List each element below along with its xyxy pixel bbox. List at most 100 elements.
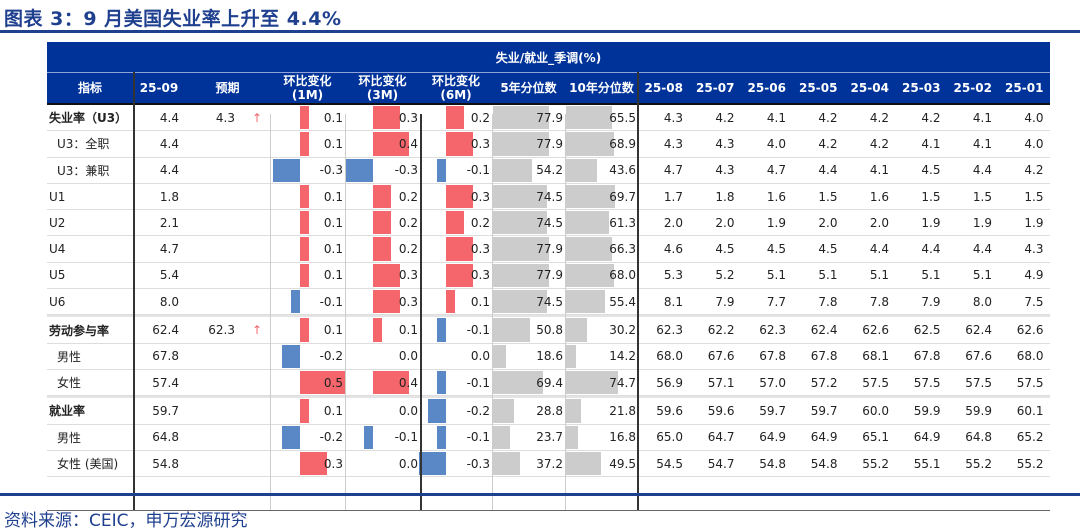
table-row: U5 5.4 0.1 0.3 0.3 77.9 68.0 5.3 5.2 5.1 5.1 5.1 5.1… xyxy=(47,263,1050,290)
history-value: 4.5 xyxy=(818,242,838,257)
change-bar-m1 xyxy=(300,318,309,342)
percentile-bar-5y xyxy=(493,425,511,449)
percentile-5y: 28.8 xyxy=(536,403,563,418)
history-value: 4.3 xyxy=(663,136,683,151)
history-value: 59.7 xyxy=(810,403,838,418)
history-value: 56.9 xyxy=(656,375,683,390)
row-label: U4 xyxy=(49,242,66,257)
value-current: 8.0 xyxy=(159,294,179,309)
column-divider xyxy=(345,114,346,511)
history-value: 57.5 xyxy=(862,375,889,390)
change-3m: 0.2 xyxy=(398,242,418,257)
row-label: 男性 xyxy=(57,349,82,364)
history-value: 62.2 xyxy=(707,323,735,338)
change-6m: 0.2 xyxy=(470,110,490,125)
change-bar-m6 xyxy=(446,237,473,261)
change-6m: -0.1 xyxy=(466,163,490,178)
value-current: 4.7 xyxy=(159,242,179,257)
history-value: 4.9 xyxy=(1024,268,1044,283)
percentile-5y: 18.6 xyxy=(536,349,563,364)
column-divider xyxy=(133,72,135,511)
row-label: 就业率 xyxy=(49,404,86,419)
percentile-bar-5y xyxy=(493,263,550,288)
table-row: 男性 67.8 -0.2 0.0 0.0 18.6 14.2 68.0 67.6 67.8 67.8… xyxy=(47,344,1050,370)
row-label: U3：兼职 xyxy=(57,163,110,178)
change-3m: 0.1 xyxy=(398,323,418,338)
history-value: 59.9 xyxy=(913,403,941,418)
history-value: 1.8 xyxy=(715,189,735,204)
percentile-bar-10y xyxy=(566,318,588,342)
history-value: 55.1 xyxy=(913,456,941,471)
history-value: 4.0 xyxy=(1024,136,1044,151)
history-value: 4.2 xyxy=(818,136,838,151)
history-value: 64.9 xyxy=(810,430,838,445)
change-bar-m3 xyxy=(373,263,400,288)
history-value: 54.8 xyxy=(810,456,838,471)
percentile-bar-10y xyxy=(566,370,619,395)
change-bar-m3 xyxy=(346,158,373,182)
change-bar-m1 xyxy=(300,370,345,395)
change-3m: 0.4 xyxy=(398,375,418,390)
history-value: 64.9 xyxy=(759,430,786,445)
change-bar-m6 xyxy=(446,184,473,209)
table-row: 就业率 59.7 0.1 0.0 -0.2 28.8 21.8 59.6 59.6 59.7 59.… xyxy=(47,396,1050,425)
change-6m: 0.1 xyxy=(470,294,490,309)
percentile-5y: 50.8 xyxy=(536,323,563,338)
percentile-5y: 77.9 xyxy=(536,136,563,151)
change-6m: -0.3 xyxy=(466,456,490,471)
percentile-bar-10y xyxy=(566,263,614,288)
history-value: 2.0 xyxy=(869,215,889,230)
percentile-bar-5y xyxy=(493,290,547,314)
change-bar-m3 xyxy=(373,318,382,342)
history-value: 4.1 xyxy=(766,110,786,125)
change-bar-m6 xyxy=(428,399,446,423)
change-bar-m1 xyxy=(300,211,309,235)
percentile-bar-10y xyxy=(566,106,612,130)
change-1m: 0.1 xyxy=(323,215,343,230)
history-value: 2.0 xyxy=(715,215,735,230)
percentile-5y: 37.2 xyxy=(536,456,563,471)
percentile-10y: 65.5 xyxy=(609,110,636,125)
change-1m: 0.1 xyxy=(323,323,343,338)
change-3m: -0.3 xyxy=(394,163,418,178)
row-label: U6 xyxy=(49,294,66,309)
change-6m: 0.2 xyxy=(470,215,490,230)
percentile-5y: 74.5 xyxy=(536,189,563,204)
table-row: U1 1.8 0.1 0.2 0.3 74.5 69.7 1.7 1.8 1.6 1.5 1.6 1.5… xyxy=(47,184,1050,211)
change-bar-m6 xyxy=(446,106,464,130)
change-bar-m3 xyxy=(373,211,391,235)
change-3m: -0.1 xyxy=(394,430,418,445)
history-value: 5.1 xyxy=(869,268,889,283)
change-bar-m6 xyxy=(446,290,455,314)
history-value: 1.5 xyxy=(972,189,992,204)
history-value: 1.9 xyxy=(766,215,786,230)
history-value: 67.8 xyxy=(810,349,838,364)
value-current: 5.4 xyxy=(159,268,179,283)
column-header: 指标 xyxy=(77,81,102,95)
history-value: 57.2 xyxy=(810,375,838,390)
change-bar-m3 xyxy=(373,370,409,395)
history-value: 4.4 xyxy=(972,163,992,178)
change-3m: 0.2 xyxy=(398,189,418,204)
history-value: 4.2 xyxy=(715,110,735,125)
history-value: 4.5 xyxy=(766,242,786,257)
history-value: 4.7 xyxy=(663,163,683,178)
up-arrow-icon: ↑ xyxy=(251,110,263,125)
history-value: 65.0 xyxy=(656,430,683,445)
percentile-10y: 74.7 xyxy=(609,375,636,390)
column-divider xyxy=(420,114,422,511)
value-current: 57.4 xyxy=(152,375,179,390)
value-current: 2.1 xyxy=(159,215,179,230)
history-value: 4.3 xyxy=(1024,242,1044,257)
history-value: 64.7 xyxy=(707,430,735,445)
percentile-10y: 55.4 xyxy=(609,294,636,309)
value-expected: 62.3 xyxy=(208,323,235,338)
percentile-5y: 77.9 xyxy=(536,268,563,283)
column-divider xyxy=(270,114,271,511)
column-header: 25-05 xyxy=(799,81,838,95)
history-value: 62.3 xyxy=(656,323,683,338)
row-label: 女性 xyxy=(57,376,82,391)
history-value: 1.5 xyxy=(818,189,838,204)
history-value: 57.1 xyxy=(707,375,735,390)
history-value: 68.0 xyxy=(656,349,683,364)
